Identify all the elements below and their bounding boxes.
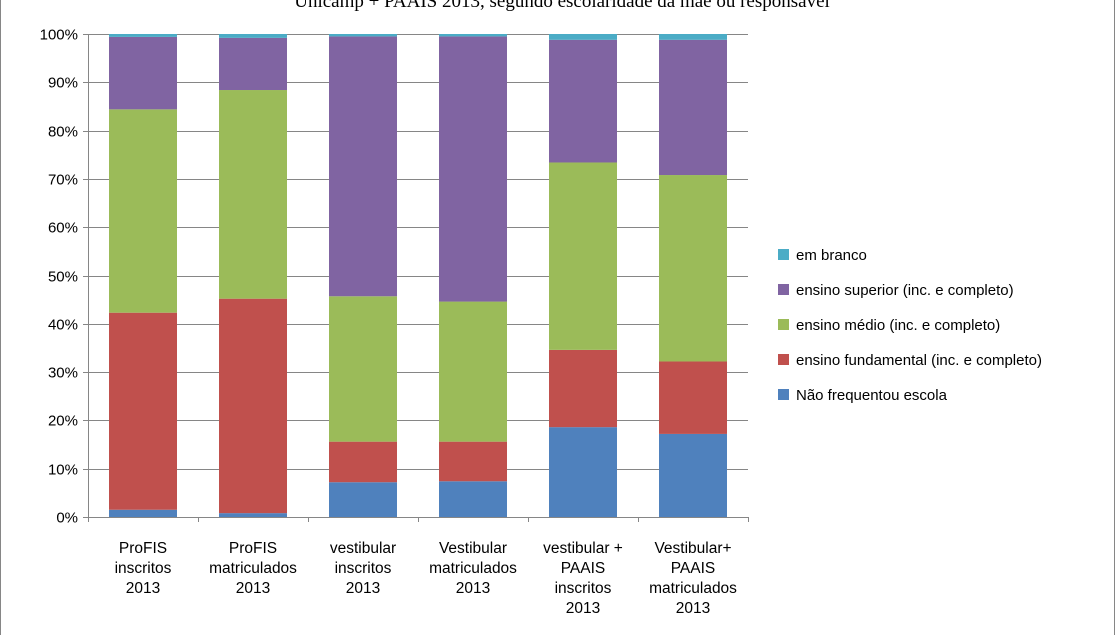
bar-segment (109, 312, 177, 510)
bar-segment (329, 36, 397, 297)
legend-swatch (778, 354, 789, 365)
bar-segment (439, 441, 507, 482)
bar-segment (329, 34, 397, 37)
bar-segment (659, 433, 727, 517)
x-tick-label: vestibular inscritos 2013 (330, 540, 396, 597)
bar-segment (439, 481, 507, 517)
y-tick-label: 0% (56, 510, 78, 527)
y-tick-label: 40% (48, 317, 78, 334)
bar-segment (219, 90, 287, 299)
y-tick-label: 100% (40, 27, 78, 44)
bar-segment (219, 513, 287, 517)
bar-segment (219, 37, 287, 91)
x-tick-label: ProFIS inscritos 2013 (115, 540, 172, 597)
bar-segment (439, 34, 507, 37)
x-tick-label: vestibular + PAAIS inscritos 2013 (543, 540, 623, 617)
bar-segment (219, 34, 287, 38)
bar-segment (109, 36, 177, 110)
legend-swatch (778, 319, 789, 330)
y-tick-label: 30% (48, 365, 78, 382)
y-tick-label: 90% (48, 75, 78, 92)
y-tick-label: 80% (48, 124, 78, 141)
legend-entry: ensino médio (inc. e completo) (796, 317, 1000, 334)
chart-title: Unicamp + PAAIS 2013, segundo escolarida… (294, 0, 830, 12)
bar-segment (439, 36, 507, 302)
legend-swatch (778, 389, 789, 400)
legend-entry: ensino fundamental (inc. e completo) (796, 352, 1042, 369)
legend-swatch (778, 249, 789, 260)
legend-entry: ensino superior (inc. e completo) (796, 282, 1014, 299)
bar-segment (439, 301, 507, 442)
bar-segment (659, 39, 727, 176)
x-tick-label: Vestibular matriculados 2013 (429, 540, 517, 597)
gridlines (88, 34, 748, 470)
y-tick-label: 10% (48, 462, 78, 479)
bar-segment (659, 361, 727, 434)
bar-segment (109, 509, 177, 517)
legend-entry: Não frequentou escola (796, 387, 948, 404)
bar-segment (549, 162, 617, 350)
legend-entry: em branco (796, 247, 867, 264)
bar-segment (549, 39, 617, 163)
bar-segment (109, 34, 177, 37)
bar-segment (109, 109, 177, 313)
bar-segment (329, 482, 397, 517)
y-tick-label: 70% (48, 172, 78, 189)
x-tick-label: Vestibular+ PAAIS matriculados 2013 (649, 540, 737, 617)
y-tick-label: 50% (48, 269, 78, 286)
axes: 0% 10% 20% 30% 40% 50% 60% 70% 80% 90% 100% ProFIS i… (40, 27, 749, 617)
bar-segment (219, 298, 287, 514)
bar-segment (329, 441, 397, 483)
y-tick-label: 20% (48, 413, 78, 430)
legend-swatch (778, 284, 789, 295)
bars (109, 34, 727, 517)
bar-segment (549, 349, 617, 428)
y-tick-label: 60% (48, 220, 78, 237)
legend: em branco ensino superior (inc. e complet… (778, 247, 1042, 404)
bar-segment (659, 175, 727, 362)
x-tick-label: ProFIS matriculados 2013 (209, 540, 297, 597)
bar-segment (549, 34, 617, 40)
bar-segment (329, 296, 397, 442)
bar-segment (659, 34, 727, 40)
bar-segment (549, 427, 617, 517)
